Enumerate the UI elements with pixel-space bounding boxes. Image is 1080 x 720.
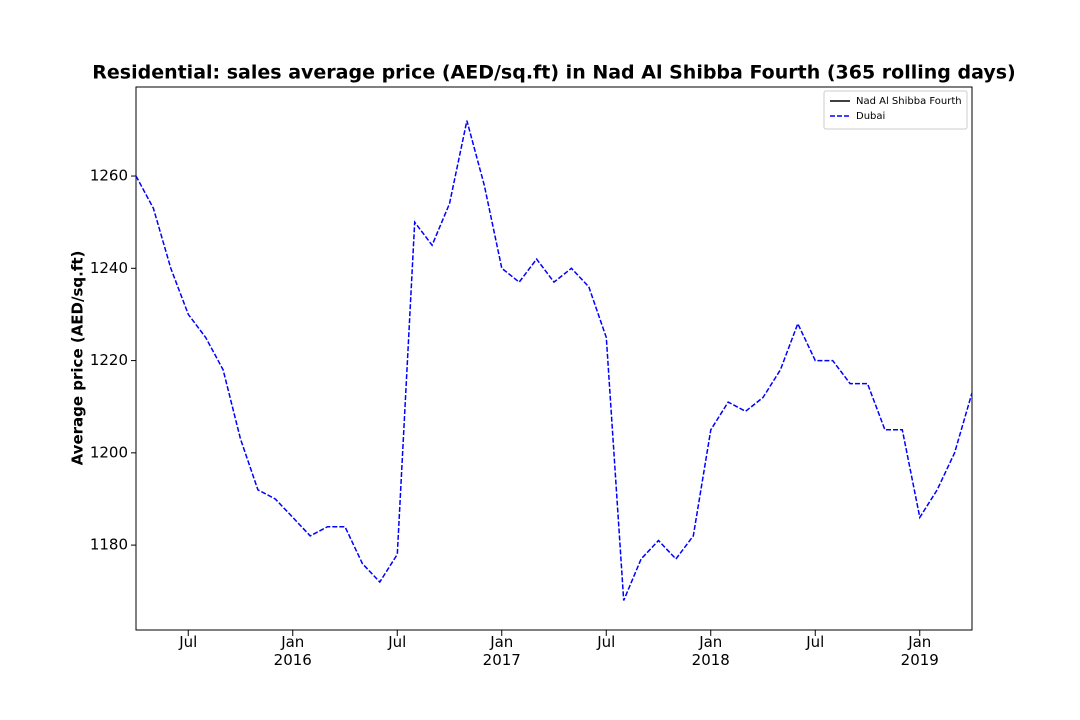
x-tick-label: Jan 2019: [900, 633, 939, 669]
y-tick-label: 1200: [90, 443, 128, 461]
plot-frame: [135, 86, 973, 631]
y-axis-label: Average price (AED/sq.ft): [69, 251, 87, 466]
legend-box: [823, 90, 968, 130]
x-tick-label: Jan 2017: [482, 633, 521, 669]
y-tick-label: 1220: [90, 351, 128, 369]
y-tick-label: 1260: [90, 167, 128, 185]
x-tick-label: Jul: [806, 633, 825, 651]
x-tick-label: Jan 2018: [691, 633, 730, 669]
x-tick-label: Jul: [388, 633, 407, 651]
x-tick-label: Jul: [597, 633, 616, 651]
legend-label: Dubai: [856, 111, 885, 122]
y-tick-label: 1180: [90, 536, 128, 554]
data-line: [135, 120, 973, 601]
chart-title: Residential: sales average price (AED/sq…: [92, 62, 1015, 84]
y-tick-label: 1240: [90, 259, 128, 277]
legend-label: Nad Al Shibba Fourth: [856, 96, 962, 107]
x-tick-label: Jul: [179, 633, 198, 651]
x-tick-label: Jan 2016: [273, 633, 312, 669]
